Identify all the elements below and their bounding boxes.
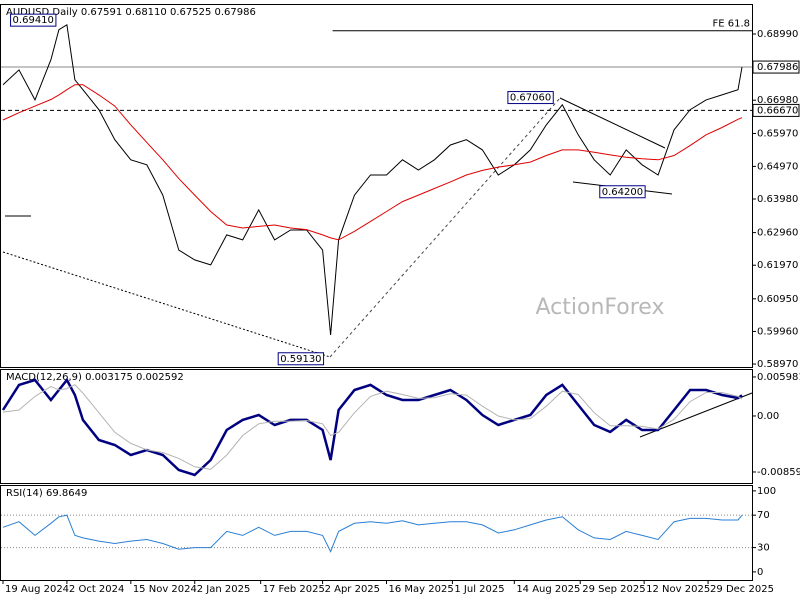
y-tick-label: 0.62960 <box>757 228 798 239</box>
annotation-label: 0.69410 <box>13 15 54 26</box>
x-tick-label: 2 Oct 2024 <box>69 584 124 595</box>
panel-title: MACD(12,26,9) 0.003175 0.002592 <box>6 372 184 383</box>
x-tick-label: 19 Aug 2024 <box>5 584 69 595</box>
annotation-label: 0.64200 <box>602 187 643 198</box>
level-box <box>752 60 800 74</box>
y-tick-label: 30 <box>757 543 770 554</box>
y-tick-label: 0.59960 <box>757 326 798 337</box>
x-tick-label: 14 Aug 2025 <box>516 584 580 595</box>
x-tick-label: 2 Apr 2025 <box>325 584 380 595</box>
price-frame <box>0 4 753 368</box>
panel-title: RSI(14) 69.8649 <box>6 488 87 499</box>
series-line <box>2 23 743 336</box>
y-tick-label: 0.005981 <box>757 372 800 383</box>
x-tick-label: 12 Nov 2025 <box>646 584 710 595</box>
annotation-box <box>599 185 646 199</box>
y-tick-label: 0.68990 <box>757 29 798 40</box>
annotation-label: 0.67060 <box>510 93 551 104</box>
macd-frame <box>0 369 753 484</box>
x-tick-label: 29 Dec 2025 <box>710 584 774 595</box>
y-tick-label: 0 <box>757 567 763 578</box>
x-tick-label: 2 Jan 2025 <box>197 584 251 595</box>
y-tick-label: -0.00859 <box>757 467 800 478</box>
annotation-box <box>277 352 325 366</box>
annotation-box <box>507 91 554 105</box>
y-tick-label: 70 <box>757 510 770 521</box>
x-tick-label: 15 Nov 2024 <box>133 584 197 595</box>
y-tick-label: 0.00 <box>757 411 779 422</box>
level-box <box>752 103 800 117</box>
y-tick-label: 0.58970 <box>757 359 798 370</box>
series-line <box>2 384 743 470</box>
y-tick-label: 0.66980 <box>757 95 798 106</box>
series-line <box>1 377 743 477</box>
trendline <box>559 97 666 149</box>
y-tick-label: 0.64970 <box>757 161 798 172</box>
y-tick-label: 0.63980 <box>757 194 798 205</box>
annotation-label: 0.59130 <box>280 354 321 365</box>
y-tick-label: 0.61970 <box>757 260 798 271</box>
panel-title: AUDUSD,Daily 0.67591 0.68110 0.67525 0.6… <box>6 7 256 18</box>
x-tick-label: 16 May 2025 <box>388 584 453 595</box>
trendline <box>329 97 561 358</box>
y-tick-label: 100 <box>757 486 776 497</box>
level-label: 0.67986 <box>757 62 798 73</box>
level-label: 0.66670 <box>757 105 798 116</box>
y-tick-label: 0.60950 <box>757 294 798 305</box>
trendline <box>2 251 331 358</box>
rsi-frame <box>0 485 753 581</box>
level-label: FE 61.8 <box>712 19 750 30</box>
annotation-box <box>10 13 57 27</box>
y-tick-label: 0.65970 <box>757 128 798 139</box>
x-tick-label: 1 Jul 2025 <box>454 584 504 595</box>
x-tick-label: 29 Sep 2025 <box>582 584 645 595</box>
x-tick-label: 17 Feb 2025 <box>263 584 325 595</box>
watermark: ActionForex <box>536 295 665 320</box>
series-line <box>2 514 743 553</box>
series-line <box>2 84 743 241</box>
